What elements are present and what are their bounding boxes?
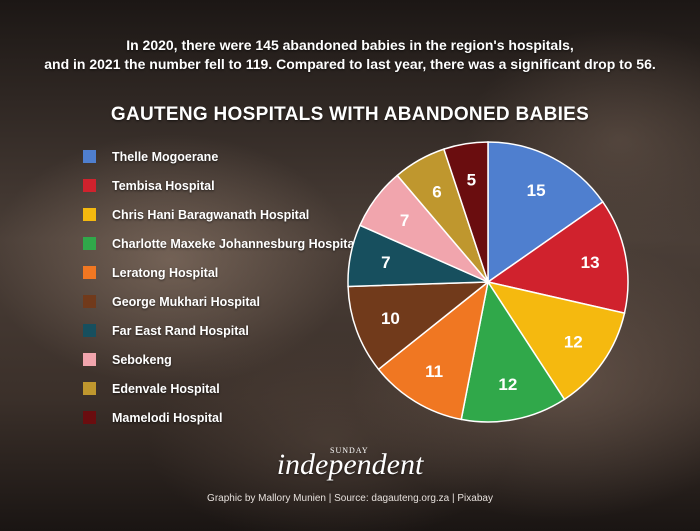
legend-label: Thelle Mogoerane (112, 149, 219, 164)
pie-slice (377, 280, 490, 421)
pie-slice (486, 200, 629, 315)
legend-swatch (83, 150, 96, 163)
slice-value-label: 13 (581, 253, 600, 272)
legend-item: George Mukhari Hospital (83, 287, 358, 316)
slice-value-label: 7 (400, 211, 409, 230)
legend-label: Leratong Hospital (112, 265, 219, 280)
intro-text: In 2020, there were 145 abandoned babies… (0, 36, 700, 74)
intro-line-2: and in 2021 the number fell to 119. Comp… (44, 56, 656, 72)
slice-value-label: 12 (498, 375, 517, 394)
pie-slice (460, 280, 566, 423)
pie-slice (486, 280, 626, 401)
slice-value-label: 7 (381, 253, 390, 272)
slice-value-label: 12 (564, 333, 583, 352)
legend-label: Edenvale Hospital (112, 381, 220, 396)
credit-line: Graphic by Mallory Munien | Source: daga… (207, 493, 493, 504)
legend-swatch (83, 208, 96, 221)
legend-swatch (83, 382, 96, 395)
legend-item: Far East Rand Hospital (83, 316, 358, 345)
pie-slice (487, 141, 604, 284)
pie-slice (442, 141, 489, 283)
legend-label: Far East Rand Hospital (112, 323, 249, 338)
legend-label: George Mukhari Hospital (112, 294, 260, 309)
legend-swatch (83, 295, 96, 308)
legend-item: Tembisa Hospital (83, 171, 358, 200)
legend-swatch (83, 179, 96, 192)
legend-swatch (83, 266, 96, 279)
chart-title: GAUTENG HOSPITALS WITH ABANDONED BABIES (110, 104, 590, 125)
legend-item: Chris Hani Baragwanath Hospital (83, 200, 358, 229)
legend-label: Sebokeng (112, 352, 172, 367)
legend-swatch (83, 324, 96, 337)
legend-label: Charlotte Maxeke Johannesburg Hospital (112, 236, 358, 251)
legend-label: Tembisa Hospital (112, 178, 215, 193)
legend-swatch (83, 353, 96, 366)
brand-sunday: SUNDAY (330, 446, 369, 455)
legend-item: Charlotte Maxeke Johannesburg Hospital (83, 229, 358, 258)
legend-swatch (83, 237, 96, 250)
legend-item: Sebokeng (83, 345, 358, 374)
pie-slice (347, 281, 491, 371)
legend-swatch (83, 411, 96, 424)
slice-value-label: 15 (527, 181, 546, 200)
intro-line-1: In 2020, there were 145 abandoned babies… (126, 37, 574, 53)
legend-item: Thelle Mogoerane (83, 142, 358, 171)
legend-item: Mamelodi Hospital (83, 403, 358, 432)
slice-value-label: 5 (467, 170, 476, 189)
legend-label: Mamelodi Hospital (112, 410, 223, 425)
slice-value-label: 6 (432, 182, 441, 201)
slice-value-label: 11 (425, 362, 443, 381)
chart-legend: Thelle Mogoerane Tembisa Hospital Chris Ha… (83, 142, 358, 432)
brand-logo-independent: independent (276, 448, 424, 481)
legend-label: Chris Hani Baragwanath Hospital (112, 207, 310, 222)
legend-item: Edenvale Hospital (83, 374, 358, 403)
legend-item: Leratong Hospital (83, 258, 358, 287)
slice-value-label: 10 (381, 309, 400, 328)
